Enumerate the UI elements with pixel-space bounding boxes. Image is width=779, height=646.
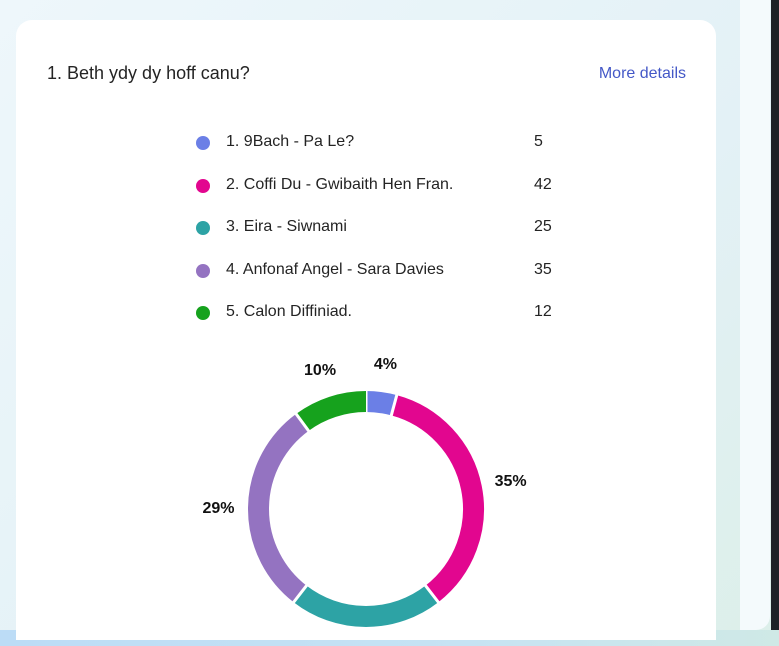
donut-chart: 4% 35% 29% 10% — [202, 356, 527, 627]
question-title: 1. Beth ydy dy hoff canu? — [47, 63, 250, 83]
donut-slice[interactable] — [391, 395, 484, 603]
legend-swatch — [196, 178, 210, 193]
legend-label: 1. 9Bach - Pa Le? — [226, 133, 355, 150]
legend-count: 42 — [534, 175, 552, 193]
legend-label: 2. Coffi Du - Gwibaith Hen Fran. — [226, 175, 454, 193]
legend-count: 25 — [534, 218, 552, 235]
legend-swatch — [196, 306, 210, 320]
legend-label: 3. Eira - Siwnami — [226, 218, 347, 235]
donut-slice[interactable] — [248, 413, 309, 603]
legend-label: 4. Anfonaf Angel - Sara Davies — [226, 260, 444, 278]
donut-slice[interactable] — [365, 391, 397, 416]
slice-separator — [291, 583, 309, 604]
more-details-link[interactable]: More details — [598, 65, 686, 82]
legend-count: 12 — [534, 303, 552, 320]
legend-count: 5 — [534, 133, 543, 150]
side-panel — [740, 0, 770, 630]
slice-separator — [294, 412, 311, 433]
scrollbar[interactable] — [771, 0, 779, 630]
legend-swatch — [196, 221, 210, 235]
chart-legend: 1. 9Bach - Pa Le? 5 2. Coffi Du - Gwibaith… — [196, 130, 576, 343]
legend-item: 5. Calon Diffiniad. 12 — [196, 300, 576, 343]
slice-percent-label: 10% — [304, 362, 336, 379]
legend-swatch — [196, 136, 210, 150]
slice-percent-label: 29% — [202, 500, 234, 517]
legend-label: 5. Calon Diffiniad. — [226, 303, 352, 320]
slice-percent-label: 35% — [495, 473, 527, 490]
slice-percent-label: 4% — [374, 356, 397, 373]
legend-item: 4. Anfonaf Angel - Sara Davies 35 — [196, 258, 576, 301]
donut-slice[interactable] — [293, 585, 439, 627]
slice-separator — [423, 583, 441, 604]
legend-count: 35 — [534, 260, 552, 278]
slice-separator — [389, 393, 399, 417]
donut-slice[interactable] — [296, 391, 367, 432]
legend-item: 1. 9Bach - Pa Le? 5 — [196, 130, 576, 173]
legend-swatch — [196, 263, 210, 278]
legend-item: 3. Eira - Siwnami 25 — [196, 215, 576, 258]
question-card: 1. Beth ydy dy hoff canu? More details 1… — [16, 20, 716, 640]
legend-item: 2. Coffi Du - Gwibaith Hen Fran. 42 — [196, 173, 576, 216]
